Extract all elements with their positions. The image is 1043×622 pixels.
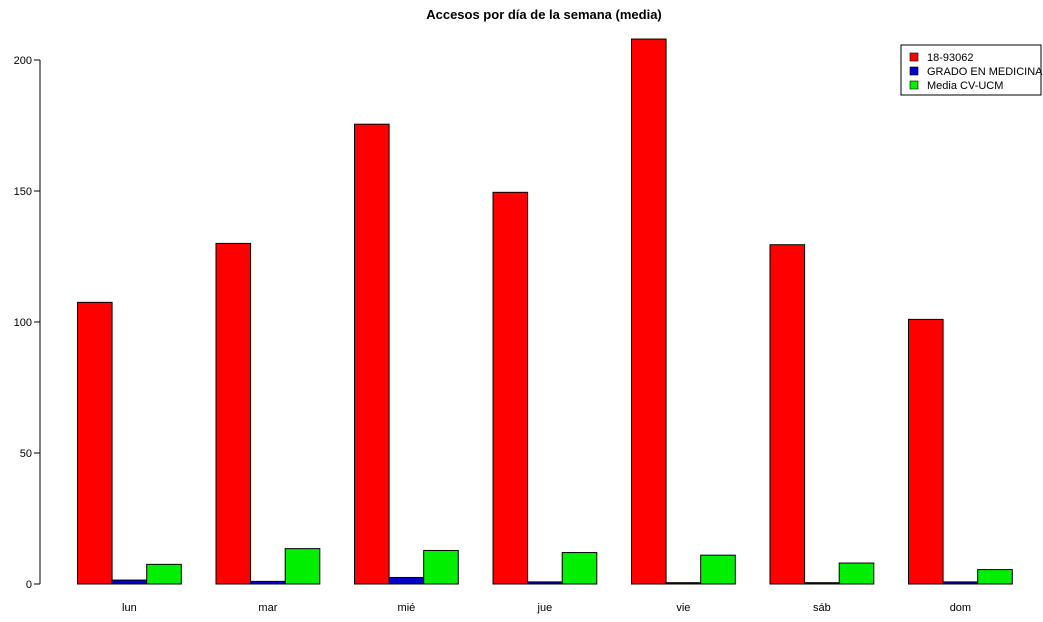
bar — [77, 301, 113, 585]
y-tick-label: 200 — [14, 55, 32, 67]
bar — [561, 552, 598, 585]
legend-label: Media CV-UCM — [927, 80, 1003, 92]
legend-items: 18-93062 GRADO EN MEDICINA Media CV-UCM — [909, 52, 1043, 92]
bar — [977, 569, 1013, 585]
x-tick-label: dom — [950, 602, 971, 614]
legend: 18-93062 GRADO EN MEDICINA Media CV-UCM — [900, 44, 1043, 96]
bar — [388, 576, 425, 585]
legend-label: GRADO EN MEDICINA — [927, 66, 1043, 78]
chart-title: Accesos por día de la semana (media) — [426, 7, 662, 22]
legend-box — [900, 44, 1042, 96]
bar — [769, 244, 806, 585]
bar — [215, 242, 252, 585]
legend-swatch — [909, 52, 919, 62]
bar — [250, 580, 286, 585]
x-tick-label: mar — [258, 602, 277, 614]
y-tick-label: 50 — [20, 448, 32, 460]
bar — [423, 549, 459, 585]
y-tick-label: 100 — [14, 317, 32, 329]
bar — [354, 123, 390, 585]
legend-swatch — [909, 80, 919, 90]
bar-group — [908, 318, 1013, 585]
y-tick-label: 0 — [26, 579, 32, 591]
bar-group — [215, 242, 321, 585]
bar-group — [631, 38, 736, 585]
bar — [284, 548, 321, 585]
legend-label: 18-93062 — [927, 52, 974, 64]
x-tick-label: mié — [398, 602, 416, 614]
bar — [527, 581, 563, 585]
x-axis-labels: lun mar mié jue vie sáb dom — [122, 602, 971, 614]
bar — [492, 191, 529, 585]
bar — [838, 562, 875, 585]
y-tick-label: 150 — [14, 186, 32, 198]
bar — [942, 581, 979, 585]
bar — [111, 579, 148, 585]
bar — [700, 554, 736, 585]
x-tick-label: vie — [676, 602, 690, 614]
bar — [665, 582, 702, 585]
bar-group — [492, 191, 598, 585]
bar-group — [354, 123, 459, 585]
bar — [804, 582, 840, 585]
bar — [908, 318, 944, 585]
x-tick-label: sáb — [813, 602, 831, 614]
bar — [631, 38, 667, 585]
x-tick-label: jue — [537, 602, 553, 614]
y-axis-ticks: 0 50 100 150 200 — [14, 55, 40, 591]
bar-group — [77, 301, 182, 585]
x-tick-label: lun — [122, 602, 137, 614]
bar — [146, 563, 182, 585]
bar-groups — [77, 38, 1013, 585]
legend-swatch — [909, 66, 919, 76]
bar-group — [769, 244, 875, 585]
